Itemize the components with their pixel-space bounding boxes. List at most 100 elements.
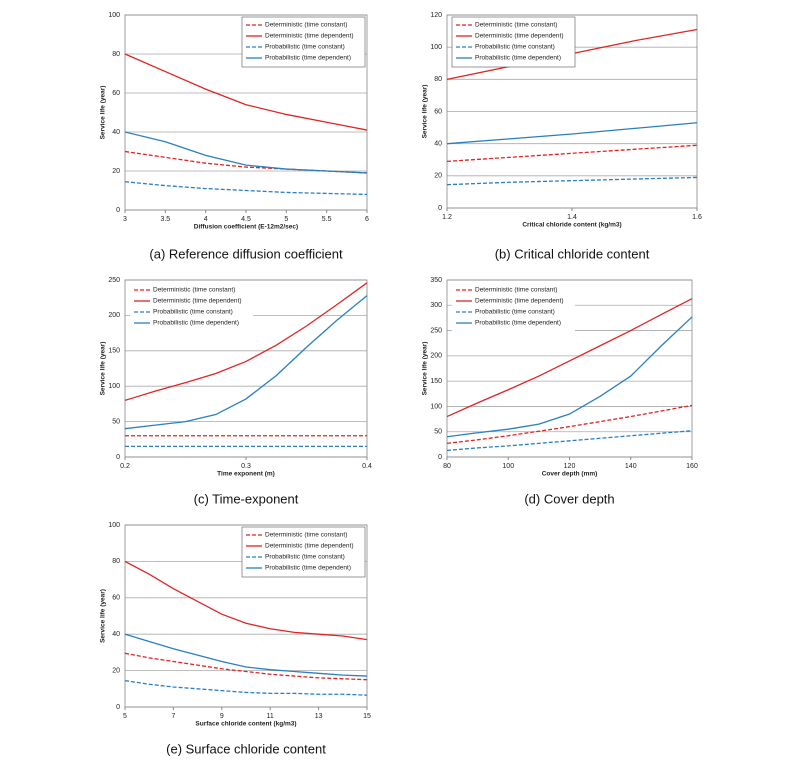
y-axis-label: Service life (year) [100,86,107,140]
legend-label: Probabilistic (time constant) [475,44,555,51]
y-tick-label: 0 [116,207,120,214]
x-tick-label: 100 [502,463,514,470]
x-tick-label: 80 [443,463,451,470]
y-tick-label: 200 [108,312,120,319]
y-tick-label: 0 [438,454,442,461]
chart: 0 50 100 150 200 250 0.2 0.3 0.4 Time exponent (m… [100,277,372,507]
legend-label: Deterministic (time dependent) [475,33,564,40]
series-line [124,181,368,196]
y-tick-label: 350 [430,277,442,284]
y-tick-label: 250 [430,327,442,334]
series-line [446,176,698,186]
y-axis-label: Service life (year) [100,589,107,643]
y-tick-label: 80 [434,76,442,83]
y-tick-label: 20 [112,667,120,674]
legend-label: Deterministic (time dependent) [153,298,242,305]
caption: (a) Reference diffusion coefficient [149,246,343,261]
x-axis-label: Surface chloride content (kg/m3) [195,721,296,728]
x-tick-label: 0.3 [241,463,251,470]
legend-label: Deterministic (time constant) [265,532,347,539]
plot-frame [124,14,368,211]
y-tick-label: 50 [434,429,442,436]
x-axis-label: Critical chloride content (kg/m3) [522,222,621,229]
y-axis-label: Service life (year) [422,85,429,139]
x-axis-label: Time exponent (m) [217,471,275,478]
legend-label: Probabilistic (time dependent) [265,55,351,62]
y-tick-label: 50 [112,418,120,425]
legend-box [452,282,575,332]
y-tick-label: 60 [112,595,120,602]
x-tick-label: 1.4 [567,214,577,221]
series-line [446,316,693,438]
x-tick-label: 5 [284,216,288,223]
x-tick-label: 1.6 [692,214,702,221]
legend-label: Deterministic (time dependent) [265,543,354,550]
y-tick-label: 150 [430,378,442,385]
x-tick-label: 13 [315,713,323,720]
legend-label: Probabilistic (time dependent) [265,565,351,572]
y-axis-label: Service life (year) [422,342,429,396]
chart: 0 20 40 60 80 100 5 7 9 11 13 15 Surface chloride co… [100,522,371,757]
legend-label: Deterministic (time constant) [475,22,557,29]
chart: 0 20 40 60 80 100 120 1.2 1.4 1.6 Critical chlorid… [422,12,702,262]
series-line [446,404,693,444]
series-line [446,144,698,163]
legend-label: Deterministic (time dependent) [265,33,354,40]
x-tick-label: 9 [220,713,224,720]
y-axis-label: Service life (year) [100,342,107,396]
caption: (c) Time-exponent [194,491,299,506]
plot-frame [446,279,693,458]
x-tick-label: 11 [267,713,274,720]
y-tick-label: 60 [112,90,120,97]
series-line [124,295,368,430]
y-tick-label: 0 [116,454,120,461]
y-tick-label: 80 [112,51,120,58]
y-tick-label: 40 [434,141,442,148]
series-line [124,652,368,681]
series-line [446,430,693,452]
legend-label: Deterministic (time dependent) [475,298,564,305]
x-tick-label: 4.5 [241,216,251,223]
caption: (e) Surface chloride content [166,741,326,756]
x-axis-label: Cover depth (mm) [542,471,598,478]
y-tick-label: 60 [434,108,442,115]
x-tick-label: 0.4 [362,463,372,470]
x-tick-label: 7 [171,713,175,720]
plot-frame [446,14,698,209]
x-tick-label: 120 [564,463,576,470]
x-tick-label: 1.2 [442,214,452,221]
chart: 0 20 40 60 80 100 3 3.5 4 4.5 5 5.5 6 Diffusion coeff… [100,12,369,262]
x-tick-label: 160 [686,463,698,470]
y-tick-label: 0 [116,704,120,711]
y-tick-label: 100 [430,403,442,410]
x-tick-label: 4 [204,216,208,223]
y-tick-label: 300 [430,302,442,309]
legend-box [241,526,366,578]
x-tick-label: 0.2 [120,463,130,470]
y-tick-label: 20 [434,173,442,180]
legend-label: Probabilistic (time dependent) [475,320,561,327]
chart: 0 50 100 150 200 250 300 350 80 100 120 140 160 Cover… [422,277,698,507]
y-tick-label: 40 [112,631,120,638]
legend-label: Deterministic (time constant) [265,22,347,29]
series-line [446,298,693,418]
series-line [446,122,698,145]
legend-box [451,16,576,68]
plot-frame [124,279,368,458]
y-tick-label: 200 [430,353,442,360]
series-line [124,53,368,131]
series-line [124,150,368,174]
x-tick-label: 5 [123,713,127,720]
series-line [124,633,368,677]
y-tick-label: 0 [438,205,442,212]
series-line [124,282,368,401]
legend-label: Probabilistic (time dependent) [475,55,561,62]
legend-label: Probabilistic (time constant) [153,309,233,316]
x-axis-label: Diffusion coefficient (E-12m2/sec) [194,224,298,231]
y-tick-label: 100 [430,44,442,51]
x-tick-label: 140 [625,463,637,470]
x-tick-label: 3 [123,216,127,223]
x-tick-label: 6 [365,216,369,223]
